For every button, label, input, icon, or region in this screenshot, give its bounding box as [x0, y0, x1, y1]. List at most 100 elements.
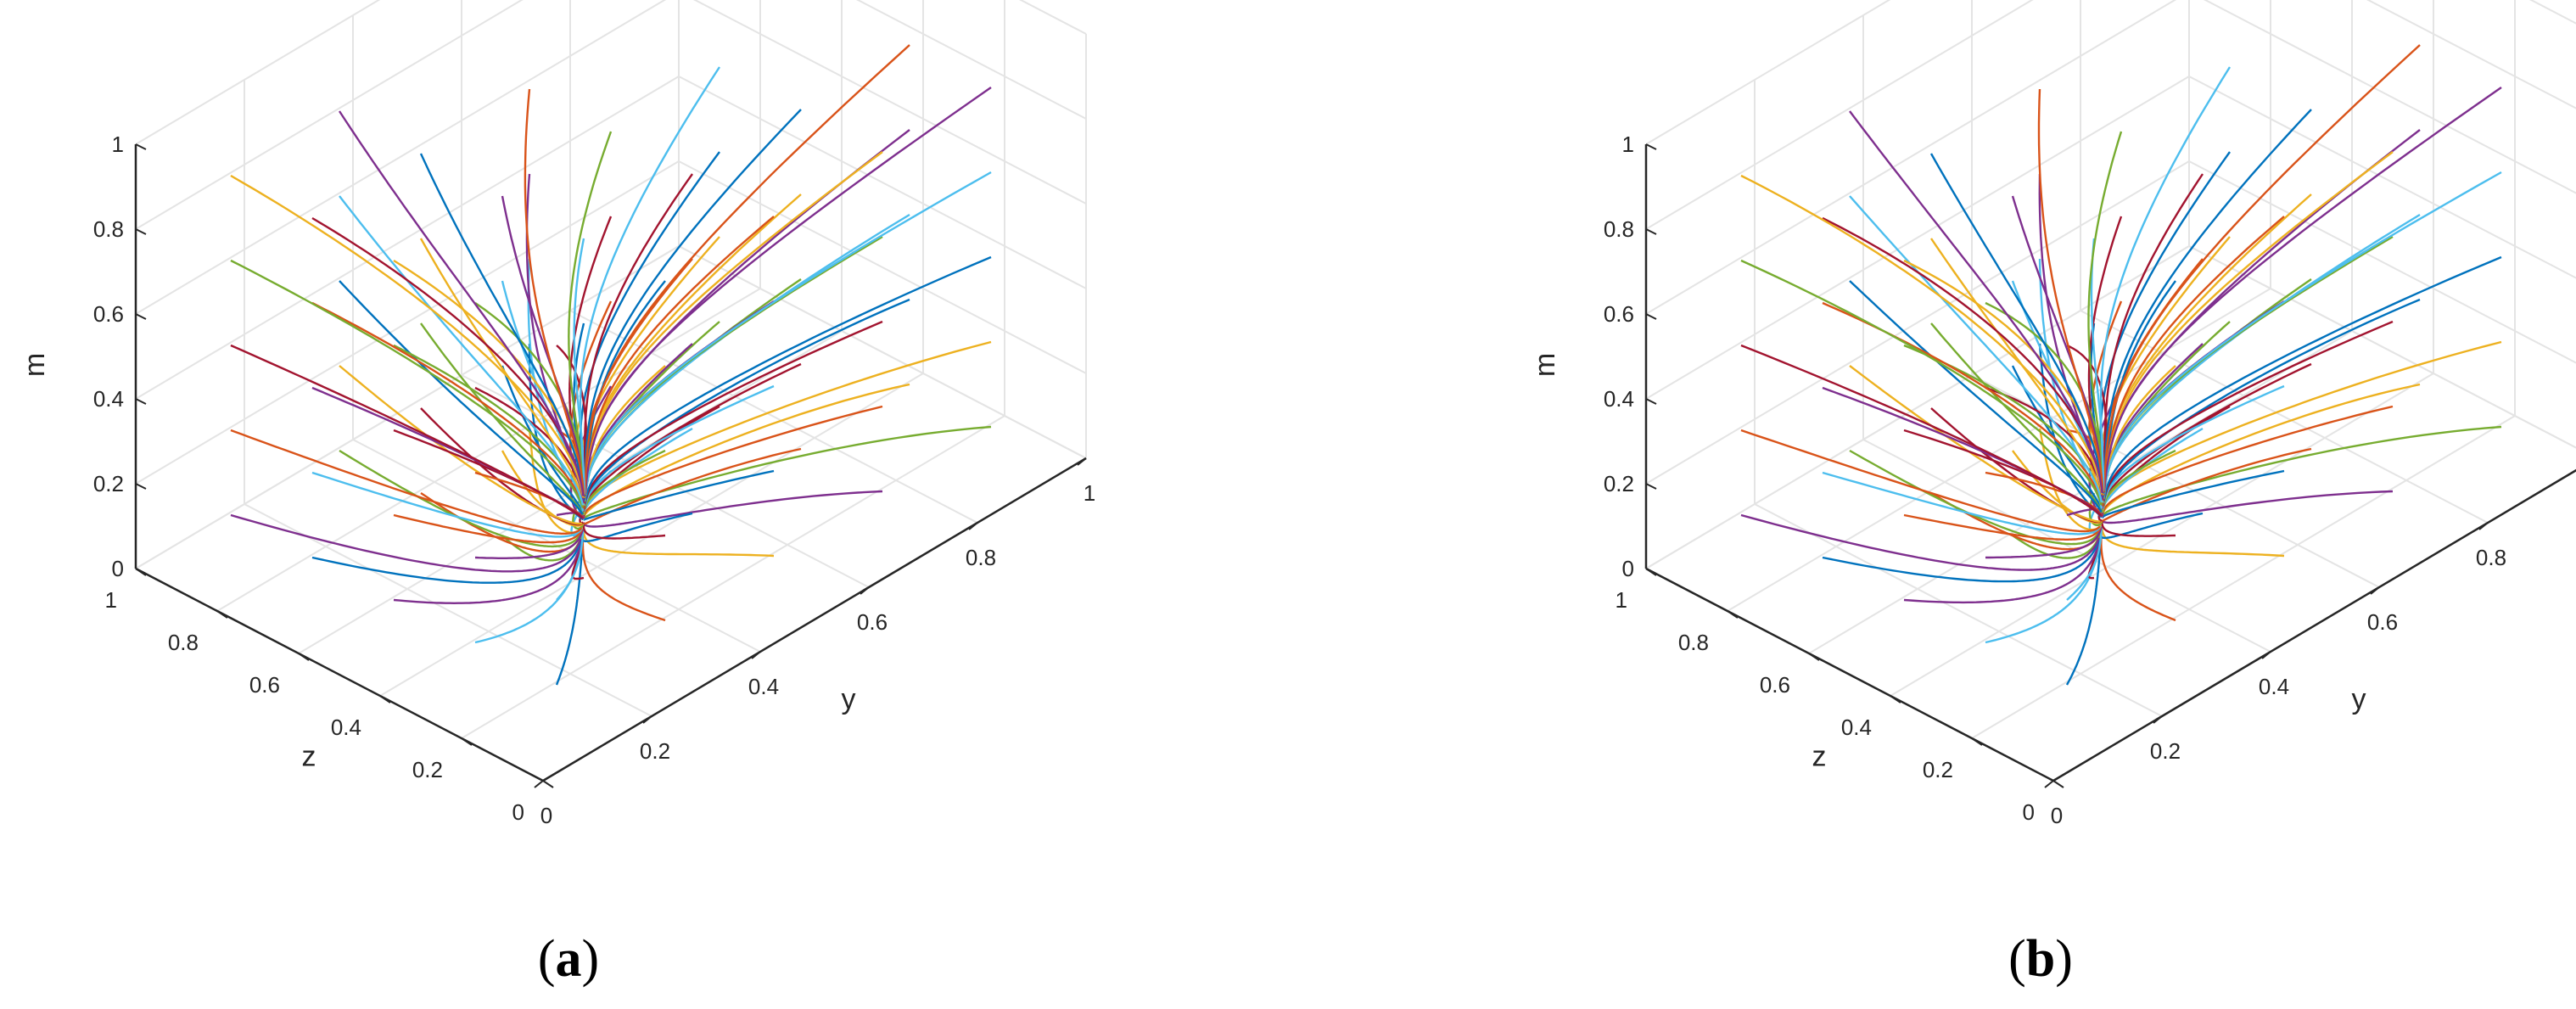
- caption-b: (b): [1956, 929, 2125, 989]
- trajectory-line: [2088, 492, 2103, 527]
- m-tick-label: 0.4: [1604, 386, 1634, 412]
- z-tick-label: 0.8: [1678, 630, 1709, 655]
- grid-line: [1645, 0, 1891, 145]
- y-tick-mark: [2370, 586, 2380, 595]
- trajectory-line: [230, 259, 584, 508]
- grid-line: [216, 288, 761, 612]
- grid-line: [135, 0, 667, 315]
- trajectory-line: [230, 513, 582, 573]
- trajectory-line: [1985, 526, 2103, 559]
- trajectory-line: [2101, 447, 2312, 523]
- chart-panel-a: 0 0.2 0.4 0.6 0.8 1 0 0.2 0.4 0.6 0.8 1 0 0.2 0.4 0.6 0.…: [19, 0, 1095, 828]
- grid-line: [856, 0, 1087, 120]
- z-tick-mark: [542, 780, 554, 788]
- grid-line: [1645, 0, 2177, 315]
- phase-plot-a: 0 0.2 0.4 0.6 0.8 1 0 0.2 0.4 0.6 0.8 1 0 0.2 0.4 0.6 0.…: [19, 0, 1095, 828]
- caption-a-letter: a: [555, 930, 582, 988]
- trajectory-line: [339, 280, 584, 515]
- grid-line: [1645, 245, 2190, 569]
- z-tick-label: 0.6: [1760, 672, 1790, 698]
- y-tick-label: 0: [540, 803, 552, 828]
- tick-labels: 0 0.2 0.4 0.6 0.8 1 0 0.2 0.4 0.6 0.8 1 0 0.2 0.4 0.6 0.…: [93, 132, 1095, 828]
- trajectory-line: [338, 110, 585, 497]
- grid-line: [678, 245, 1087, 459]
- y-tick-mark: [2261, 651, 2271, 659]
- grid-lines: [1644, 0, 2576, 782]
- trajectory-line: [579, 66, 721, 496]
- m-tick-mark: [1645, 228, 1657, 235]
- z-tick-label: 0.6: [249, 672, 280, 698]
- grid-line: [1727, 288, 2271, 612]
- trajectory-line: [1849, 365, 2102, 523]
- grid-line: [1019, 0, 1087, 35]
- z-axis-line: [135, 567, 544, 782]
- trajectory-line: [1849, 280, 2103, 513]
- trajectory-line: [584, 44, 910, 495]
- m-tick-mark: [135, 313, 147, 320]
- y-tick-mark: [1077, 457, 1087, 466]
- trajectory-line: [1849, 195, 2103, 503]
- z-tick-label: 1: [105, 587, 117, 613]
- trajectory-line: [339, 449, 583, 548]
- grid-line: [1971, 415, 2516, 739]
- y-tick-label: 0.8: [966, 545, 996, 570]
- z-tick-label: 0.2: [1923, 757, 1953, 782]
- trajectory-line: [583, 340, 992, 513]
- z-axis-line: [1645, 567, 2054, 782]
- m-tick-label: 0.8: [93, 216, 124, 242]
- y-tick-label: 0: [2051, 803, 2063, 828]
- grid-line: [2188, 245, 2576, 449]
- grid-line: [2080, 310, 2489, 524]
- trajectory-line: [1822, 537, 2101, 583]
- z-tick-mark: [216, 610, 228, 619]
- m-tick-mark: [135, 143, 147, 150]
- y-tick-label: 0.8: [2476, 545, 2506, 570]
- trajectory-line: [572, 492, 585, 530]
- z-tick-mark: [2052, 780, 2064, 788]
- grid-line: [569, 310, 978, 524]
- m-tick-mark: [135, 398, 147, 405]
- trajectory-line: [2101, 362, 2312, 514]
- y-axis-label: y: [2352, 683, 2366, 715]
- tick-labels: 0 0.2 0.4 0.6 0.8 1 0 0.2 0.4 0.6 0.8 1 0 0.2 0.4 0.6 0.…: [1604, 132, 2506, 828]
- y-tick-label: 0.2: [640, 738, 670, 764]
- y-axis-line: [2052, 468, 2576, 782]
- trajectory-line: [1849, 449, 2101, 546]
- trajectory-line: [582, 526, 775, 558]
- z-tick-label: 0.4: [331, 715, 361, 740]
- m-tick-label: 0.2: [93, 471, 124, 496]
- grid-line: [2529, 0, 2576, 25]
- trajectory-line: [230, 344, 583, 519]
- trajectory-line: [230, 429, 583, 535]
- m-tick-label: 1: [1622, 132, 1634, 157]
- grid-line: [1971, 374, 2380, 588]
- m-tick-label: 0.6: [1604, 301, 1634, 327]
- trajectory-line: [1740, 259, 2103, 506]
- phase-plot-b: 0 0.2 0.4 0.6 0.8 1 0 0.2 0.4 0.6 0.8 1 0 0.2 0.4 0.6 0.…: [1529, 0, 2576, 828]
- grid-line: [135, 76, 680, 400]
- grid-line: [135, 0, 524, 230]
- trajectory-line: [2103, 255, 2502, 505]
- chart-panel-b: 0 0.2 0.4 0.6 0.8 1 0 0.2 0.4 0.6 0.8 1 0 0.2 0.4 0.6 0.…: [1288, 0, 2576, 1009]
- m-tick-label: 0.6: [93, 301, 124, 327]
- y-tick-mark: [968, 522, 978, 530]
- trajectory-line: [393, 538, 583, 604]
- caption-b-close: ): [2055, 930, 2073, 988]
- caption-b-open: (: [2008, 930, 2026, 988]
- caption-a-open: (: [537, 930, 556, 988]
- z-tick-mark: [1971, 737, 1983, 746]
- y-tick-mark: [2153, 715, 2163, 724]
- z-tick-mark: [1808, 653, 1820, 661]
- grid-line: [135, 0, 381, 145]
- grid-line: [678, 160, 1087, 374]
- y-tick-mark: [534, 780, 544, 788]
- m-tick-label: 0.4: [93, 386, 124, 412]
- trajectory-line: [2101, 524, 2285, 558]
- y-tick-mark: [860, 586, 870, 595]
- grid-line: [2188, 245, 2576, 449]
- m-tick-mark: [1645, 483, 1657, 490]
- caption-b-letter: b: [2025, 930, 2056, 988]
- trajectory-line: [2103, 300, 2285, 502]
- grid-line: [1862, 439, 2271, 653]
- z-tick-label: 0.2: [412, 757, 443, 782]
